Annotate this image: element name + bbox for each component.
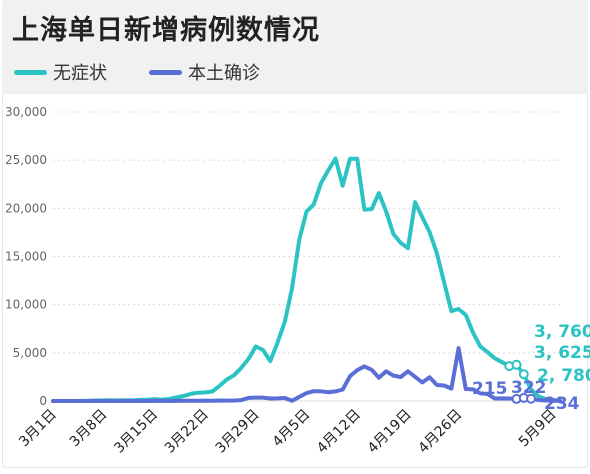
x-tick-label: 4月5日: [270, 407, 314, 451]
point-marker-asymptomatic: [511, 359, 522, 370]
data-label-confirmed: 234: [544, 394, 580, 414]
y-tick-label: 15,000: [5, 250, 47, 264]
x-tick-label: 3月15日: [111, 407, 161, 457]
legend: 无症状 本土确诊: [14, 60, 302, 84]
legend-swatch-asymptomatic: [14, 69, 47, 75]
data-label-asymptomatic: 3, 760: [534, 322, 590, 342]
y-tick-label: 30,000: [5, 105, 47, 119]
data-label-confirmed: 215: [472, 379, 508, 399]
x-tick-label: 3月1日: [16, 407, 60, 451]
data-label-asymptomatic: 2, 780: [537, 366, 590, 386]
data-label-confirmed: 322: [511, 378, 547, 398]
y-tick-label: 20,000: [5, 201, 47, 215]
legend-item-confirmed[interactable]: 本土确诊: [149, 59, 260, 85]
series-line-confirmed: [51, 346, 562, 403]
y-tick-label: 5,000: [13, 346, 47, 360]
legend-label-asymptomatic: 无症状: [53, 63, 107, 84]
y-tick-label: 0: [39, 394, 47, 408]
y-tick-label: 25,000: [5, 153, 47, 167]
legend-swatch-confirmed: [149, 69, 182, 75]
x-tick-label: 4月26日: [415, 407, 465, 457]
legend-label-confirmed: 本土确诊: [188, 63, 260, 84]
point-marker-asymptomatic: [518, 369, 529, 380]
data-label-asymptomatic: 3, 625: [534, 343, 590, 363]
x-tick-label: 4月12日: [314, 407, 364, 457]
point-marker-confirmed: [526, 393, 537, 404]
y-tick-label: 10,000: [5, 298, 47, 312]
x-tick-label: 3月8日: [67, 407, 111, 451]
x-tick-label: 4月19日: [365, 407, 415, 457]
chart-title: 上海单日新增病例数情况: [12, 15, 320, 46]
x-tick-label: 3月22日: [162, 407, 212, 457]
series-line-asymptomatic: [51, 156, 562, 403]
x-tick-label: 3月29日: [213, 407, 263, 457]
chart-header: 上海单日新增病例数情况 无症状 本土确诊: [2, 0, 588, 94]
legend-item-asymptomatic[interactable]: 无症状: [14, 59, 107, 85]
